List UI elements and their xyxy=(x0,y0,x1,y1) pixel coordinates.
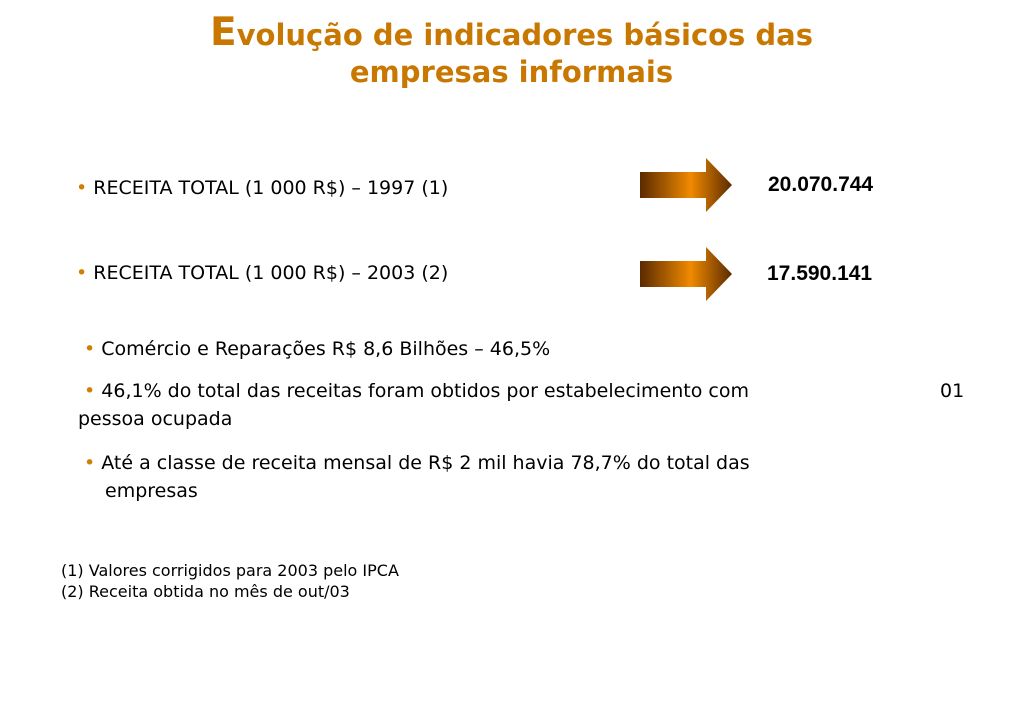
page-title: Evolução de indicadores básicos das empr… xyxy=(0,13,1023,91)
bullet-marker: • xyxy=(76,262,88,284)
bullet-marker: • xyxy=(84,452,96,474)
bullet-receitas-line1: 46,1% do total das receitas foram obtido… xyxy=(101,380,749,402)
bullet-classe-line2: empresas xyxy=(105,480,198,502)
title-line-2: empresas informais xyxy=(349,55,674,89)
bullet-classe-line1: Até a classe de receita mensal de R$ 2 m… xyxy=(101,452,750,474)
bullet-receitas-line2: pessoa ocupada xyxy=(78,408,233,430)
bullet-receitas-suffix: 01 xyxy=(940,380,965,402)
title-first-letter: E xyxy=(209,10,237,55)
bullet-comercio: • Comércio e Reparações R$ 8,6 Bilhões –… xyxy=(84,335,550,363)
footnote-1: (1) Valores corrigidos para 2003 pelo IP… xyxy=(61,561,399,580)
receita-2003-value: 17.590.141 xyxy=(767,262,873,285)
receita-2003-label: RECEITA TOTAL (1 000 R$) – 2003 (2) xyxy=(93,262,449,284)
title-line-1: Evolução de indicadores básicos das xyxy=(0,13,1023,54)
bullet-marker: • xyxy=(76,177,88,199)
arrow-right-icon xyxy=(640,247,732,301)
receita-1997-row: • RECEITA TOTAL (1 000 R$) – 1997 (1) xyxy=(76,177,448,199)
bullet-marker: • xyxy=(84,380,96,402)
footnote-2: (2) Receita obtida no mês de out/03 xyxy=(61,582,350,601)
bullet-classe: • Até a classe de receita mensal de R$ 2… xyxy=(84,449,984,505)
arrow-right-icon xyxy=(640,158,732,212)
receita-1997-value: 20.070.744 xyxy=(768,173,874,196)
receita-1997-label: RECEITA TOTAL (1 000 R$) – 1997 (1) xyxy=(93,177,449,199)
title-line-1-text: volução de indicadores básicos das xyxy=(236,18,814,52)
bullet-comercio-text: Comércio e Reparações R$ 8,6 Bilhões – 4… xyxy=(101,338,551,360)
bullet-receitas: • 46,1% do total das receitas foram obti… xyxy=(78,377,984,433)
bullet-marker: • xyxy=(84,338,96,360)
receita-2003-row: • RECEITA TOTAL (1 000 R$) – 2003 (2) xyxy=(76,262,448,284)
